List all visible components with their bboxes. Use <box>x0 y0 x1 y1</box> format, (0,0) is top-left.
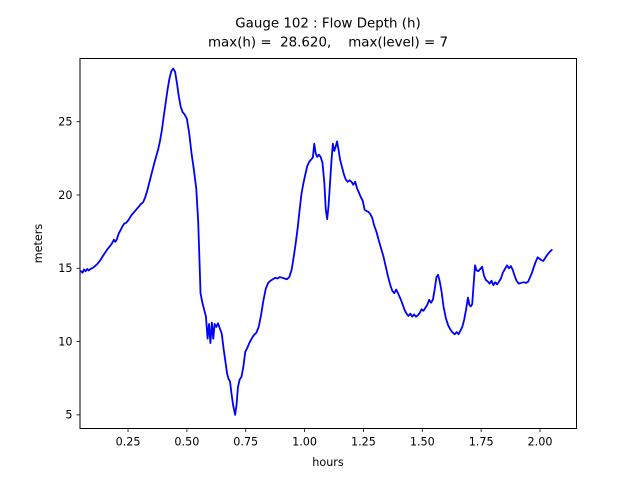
y-tick-label: 5 <box>65 409 72 422</box>
x-tick-label: 1.50 <box>410 436 435 449</box>
y-tick-label: 25 <box>58 115 72 128</box>
x-tick-label: 2.00 <box>528 436 553 449</box>
x-tick-label: 1.25 <box>351 436 376 449</box>
y-tick-label: 15 <box>58 262 72 275</box>
x-axis-label: hours <box>312 456 344 469</box>
x-tick-label: 0.25 <box>116 436 141 449</box>
chart-subtitle: max(h) = 28.620, max(level) = 7 <box>208 36 448 51</box>
flow-depth-line <box>80 67 553 416</box>
chart-title: Gauge 102 : Flow Depth (h) <box>235 17 420 32</box>
x-tick-label: 1.75 <box>469 436 494 449</box>
plot-border <box>79 58 577 429</box>
x-tick-label: 0.50 <box>174 436 199 449</box>
x-tick-label: 0.75 <box>233 436 258 449</box>
y-axis-label: meters <box>32 224 45 264</box>
x-tick-label: 1.00 <box>292 436 317 449</box>
x-axis-ticks: 0.25 0.50 0.75 1.00 1.25 1.50 1.75 2.00 <box>116 428 553 449</box>
y-axis-ticks: 5 10 15 20 25 <box>58 115 80 422</box>
y-tick-label: 10 <box>58 335 72 348</box>
y-tick-label: 20 <box>58 189 72 202</box>
